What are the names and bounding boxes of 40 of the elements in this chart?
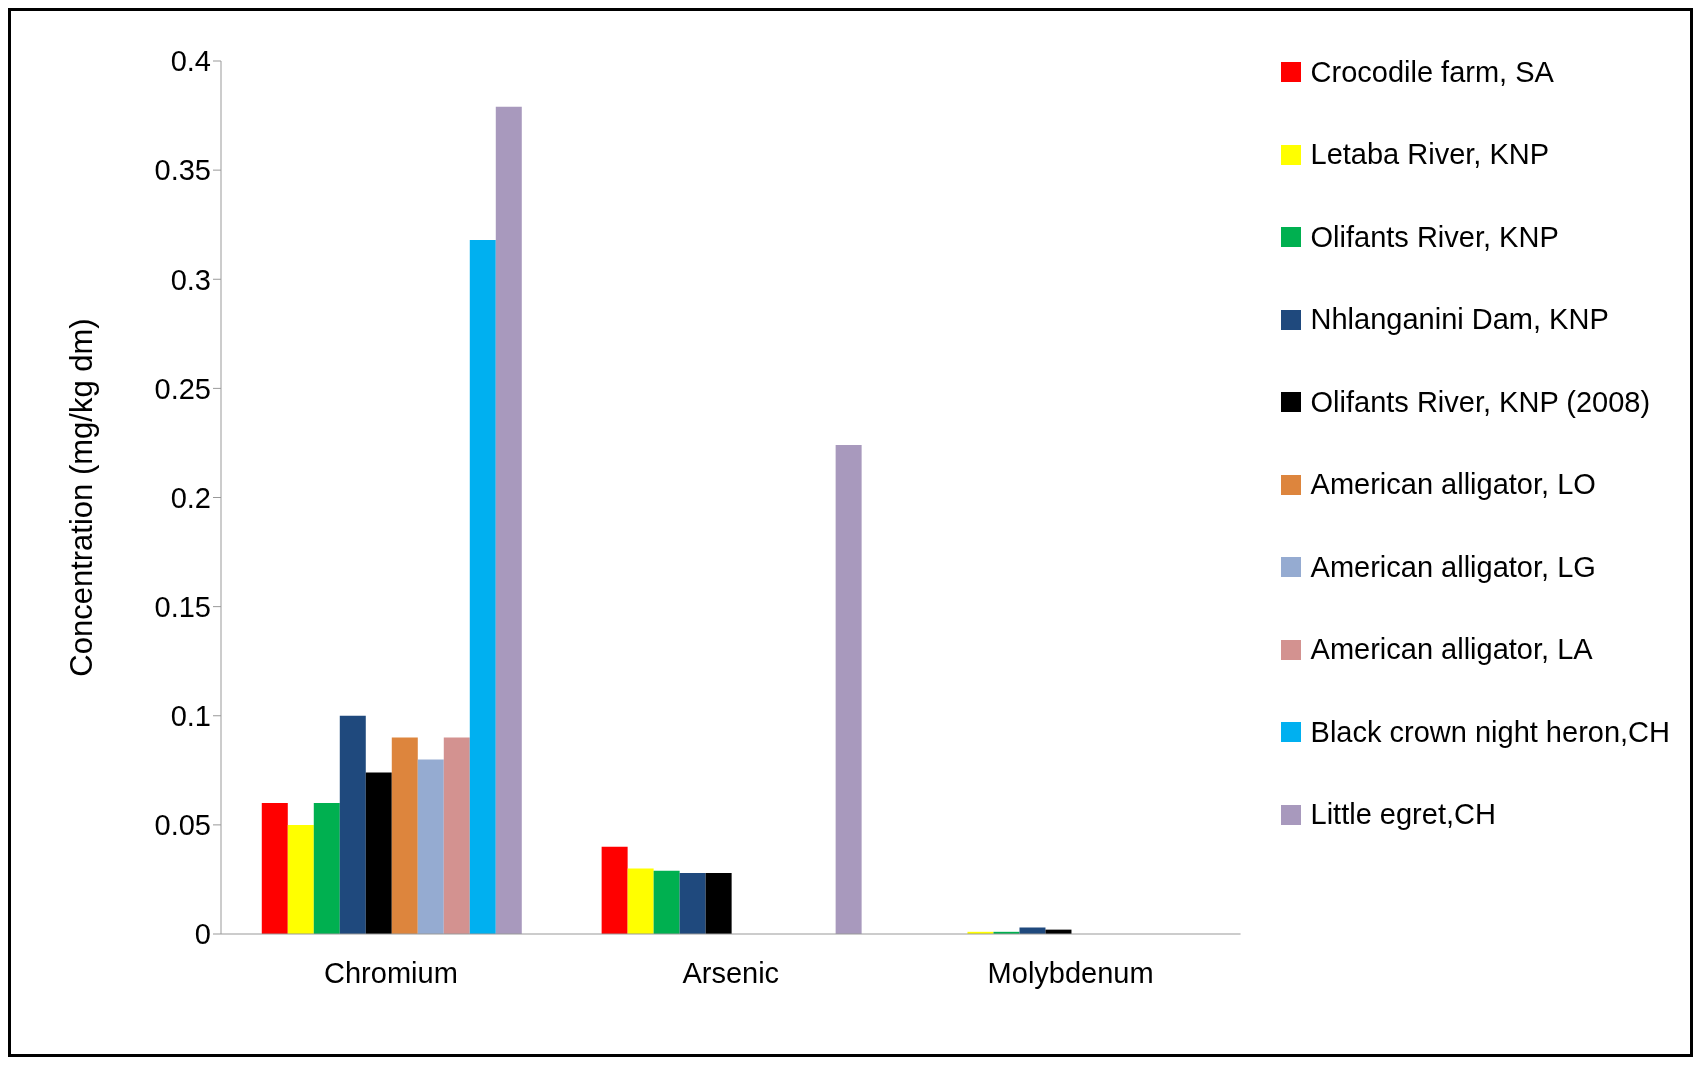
y-tick-label: 0.3 (170, 263, 211, 296)
bar (417, 759, 444, 934)
y-tick-label: 0.25 (154, 372, 211, 405)
bar (261, 803, 288, 934)
legend-label: Black crown night heron,CH (1310, 715, 1670, 749)
y-tick-label: 0.05 (154, 809, 211, 842)
bar (601, 846, 628, 934)
y-tick-label: 0 (194, 918, 211, 951)
x-tick-label: Molybdenum (987, 956, 1154, 989)
y-tick-label: 0.35 (154, 154, 211, 187)
y-tick-label: 0.2 (170, 481, 211, 514)
legend-label: American alligator, LA (1310, 633, 1593, 667)
y-axis-title: Concentration (mg/kg dm) (64, 318, 100, 677)
y-tick-label: 0.4 (170, 45, 211, 78)
legend-label: Little egret,CH (1310, 798, 1496, 832)
bar (287, 824, 314, 934)
bar (835, 445, 862, 934)
legend-label: American alligator, LO (1310, 468, 1596, 502)
legend-label: American alligator, LG (1310, 550, 1596, 584)
legend-label: Letaba River, KNP (1310, 138, 1550, 172)
bar (443, 737, 470, 934)
bar (469, 239, 496, 934)
bar (339, 715, 366, 934)
legend-label: Crocodile farm, SA (1310, 55, 1554, 89)
bar (705, 872, 732, 934)
x-tick-label: Chromium (324, 956, 458, 989)
legend-label: Nhlanganini Dam, KNP (1310, 303, 1609, 337)
bar (1019, 927, 1046, 934)
x-tick-label: Arsenic (682, 956, 780, 989)
bar (365, 772, 392, 934)
y-tick-label: 0.1 (170, 700, 211, 733)
bar (627, 868, 654, 934)
legend-label: Olifants River, KNP (1310, 220, 1559, 254)
bar (313, 803, 340, 934)
legend-label: Olifants River, KNP (2008) (1310, 385, 1651, 419)
bar (391, 737, 418, 934)
bar (679, 872, 706, 934)
y-tick-label: 0.15 (154, 590, 211, 623)
bar (495, 106, 522, 934)
bar (653, 870, 680, 934)
